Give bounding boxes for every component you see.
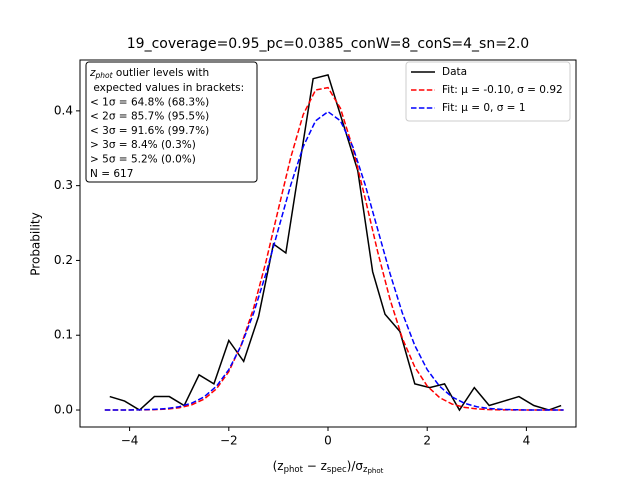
chart-title: 19_coverage=0.95_pc=0.0385_conW=8_conS=4… <box>127 36 529 52</box>
xlabel-part: spec <box>327 465 347 475</box>
y-tick-label: 0.1 <box>54 328 73 342</box>
annotation-head: zphot outlier levels with <box>89 67 209 80</box>
x-tick-label: 2 <box>423 434 431 448</box>
legend-label: Fit: μ = 0, σ = 1 <box>442 102 526 114</box>
xlabel-part: − z <box>303 459 327 473</box>
series-line <box>104 86 564 411</box>
x-tick-label: 4 <box>523 434 531 448</box>
annotation-box: zphot outlier levels with expected value… <box>85 61 258 183</box>
annotation-part: phot <box>95 71 114 80</box>
y-tick-label: 0.4 <box>54 103 73 117</box>
x-tick-label: 0 <box>324 434 332 448</box>
xlabel-part: phot <box>284 465 304 475</box>
annotation-line: > 3σ = 8.4% (0.3%) <box>90 139 196 151</box>
y-tick-label: 0.0 <box>54 403 73 417</box>
legend-label: Data <box>442 66 467 78</box>
x-tick-label: −4 <box>121 434 139 448</box>
annotation-line: expected values in brackets: <box>90 82 244 94</box>
annotation-part: z <box>89 67 96 79</box>
annotation-line: < 2σ = 85.7% (95.5%) <box>90 111 209 123</box>
xlabel-part: )/σ <box>347 459 364 473</box>
y-tick-label: 0.3 <box>54 178 73 192</box>
y-axis-label: Probability <box>29 212 43 275</box>
legend-frame <box>405 61 571 122</box>
legend: Data Fit: μ = -0.10, σ = 0.92 Fit: μ = 0, … <box>405 61 571 122</box>
plot-area <box>104 74 564 412</box>
x-axis-label: (zphot − zspec)/σzphot <box>273 459 384 476</box>
xlabel-part: (z <box>273 459 284 473</box>
annotation-line: > 5σ = 5.2% (0.0%) <box>90 154 196 166</box>
y-tick-label: 0.2 <box>54 253 73 267</box>
xlabel-part: z <box>363 465 368 475</box>
series-line <box>109 74 562 412</box>
annotation-lines: expected values in brackets: < 1σ = 64.8%… <box>90 82 244 180</box>
annotation-line: < 3σ = 91.6% (99.7%) <box>90 125 209 137</box>
annotation-frame <box>85 61 258 183</box>
xlabel-part: phot <box>367 467 383 475</box>
legend-label: Fit: μ = -0.10, σ = 0.92 <box>442 84 563 96</box>
annotation-line: N = 617 <box>90 168 133 180</box>
annotation-line: < 1σ = 64.8% (68.3%) <box>90 96 209 108</box>
annotation-part: outlier levels with <box>113 67 210 79</box>
x-tick-label: −2 <box>220 434 238 448</box>
